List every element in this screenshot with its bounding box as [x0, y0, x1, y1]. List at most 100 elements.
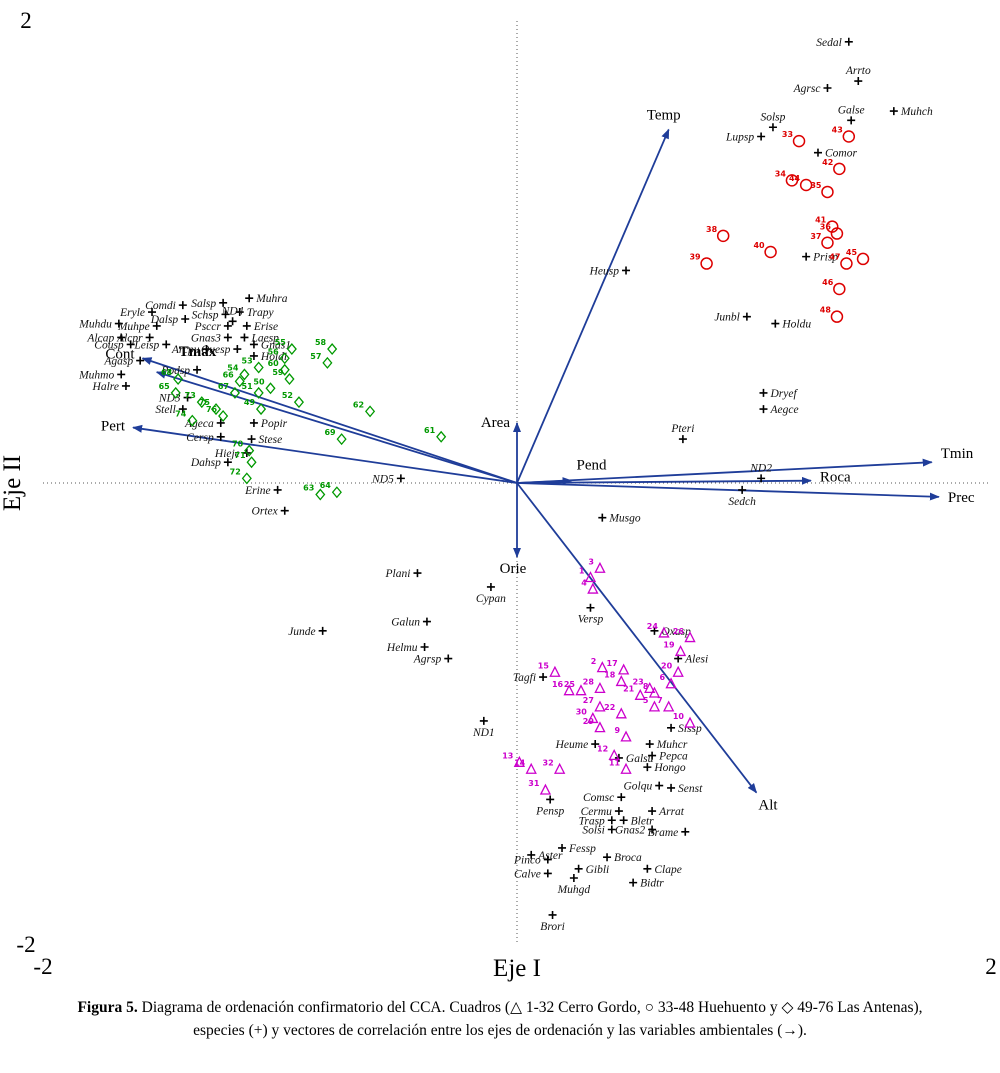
las-antenas-site-58: 58 — [315, 338, 338, 356]
las-antenas-site-63: 63 — [303, 484, 326, 501]
triangle-marker — [594, 561, 606, 573]
diamond-marker — [239, 368, 250, 381]
cerro-gordo-site-22: 22 — [604, 703, 627, 719]
plus-marker — [413, 569, 422, 578]
site-number: 67 — [218, 382, 229, 391]
triangle-marker — [617, 663, 630, 675]
species-agrsp: Agrsp — [413, 654, 453, 666]
species-fessp: Fessp — [558, 843, 596, 855]
site-number: 42 — [822, 158, 833, 167]
diamond-marker — [244, 444, 255, 457]
site-number: 25 — [564, 680, 576, 689]
species-label: Quesp — [201, 344, 231, 356]
site-number: 8 — [643, 682, 649, 691]
species-heume: Heume — [555, 739, 600, 751]
site-number: 32 — [543, 758, 554, 767]
species-nd3: ND3 — [158, 393, 192, 405]
las-antenas-site-53: 53 — [242, 357, 264, 374]
cerro-gordo-site-7: 7 — [657, 696, 675, 712]
cerro-gordo-site-16: 16 — [552, 680, 575, 696]
las-antenas-site-76: 76 — [206, 405, 229, 423]
plus-marker — [617, 793, 626, 802]
cerro-gordo-site-14: 14 — [514, 758, 537, 774]
species-label: Muhch — [900, 106, 933, 118]
plus-marker — [242, 321, 251, 330]
site-number: 62 — [353, 400, 364, 409]
triangle-marker — [674, 645, 687, 657]
las-antenas-site-51: 51 — [242, 382, 264, 399]
plus-marker — [854, 77, 863, 86]
diamond-marker — [234, 375, 245, 388]
species-label: Pensp — [535, 805, 564, 817]
species-label: Gnas1 — [261, 339, 291, 351]
species-label: Aegce — [769, 404, 798, 416]
huehuento-site-37: 37 — [810, 232, 834, 250]
plus-marker — [223, 458, 232, 467]
cerro-gordo-site-26: 26 — [673, 627, 696, 643]
figure-label: Figura 5. — [77, 999, 138, 1016]
diamond-marker — [170, 386, 181, 399]
species-dalsp: Dalsp — [150, 314, 190, 326]
species-bidtr: Bidtr — [629, 878, 664, 890]
site-number: 31 — [528, 779, 540, 788]
species-label: Muhpe — [117, 321, 150, 333]
species-label: Cersp — [186, 432, 214, 444]
y-tick-label: 2 — [20, 8, 32, 33]
species-label: Musgo — [608, 513, 641, 525]
plus-marker — [607, 825, 616, 834]
x-tick-label: 2 — [985, 954, 997, 979]
site-number: 43 — [832, 126, 843, 135]
plus-marker — [114, 319, 123, 328]
species-label: Plani — [385, 568, 411, 580]
species-label: Fessp — [568, 843, 596, 855]
diamond-marker — [210, 403, 222, 416]
circle-marker — [833, 162, 846, 176]
plus-marker — [844, 37, 853, 46]
plus-marker — [216, 418, 225, 427]
species-cypan: Cypan — [476, 582, 506, 605]
site-number: 11 — [609, 758, 621, 767]
species-laesp: Laesp — [240, 332, 279, 344]
species-label: Podsp — [160, 365, 190, 377]
species-heusp: Heusp — [589, 265, 631, 277]
species-pensp: Pensp — [535, 795, 564, 817]
species-brame: Brame — [648, 827, 690, 839]
plus-marker — [574, 864, 583, 873]
env-vector-alt — [516, 482, 758, 794]
plus-marker — [148, 308, 157, 317]
species-solsi: Solsi — [582, 825, 616, 837]
circle-marker — [840, 257, 853, 270]
species-label: Dahsp — [190, 457, 221, 469]
plus-marker — [813, 148, 822, 157]
species-galun: Galun — [391, 617, 431, 629]
triangle-marker — [615, 675, 627, 687]
triangle-marker — [672, 665, 684, 677]
species-label: Muhra — [255, 293, 288, 305]
diamond-marker — [229, 386, 241, 399]
site-number: 7 — [657, 696, 663, 705]
plus-marker — [759, 405, 768, 414]
species-arrto: Arrto — [845, 65, 871, 86]
species-sedal: Sedal — [816, 37, 853, 49]
species-label: Stell — [155, 404, 175, 416]
env-vector-tmax — [155, 370, 518, 484]
site-number: 68 — [161, 368, 173, 377]
site-number: 60 — [268, 359, 280, 368]
site-number: 20 — [661, 661, 673, 670]
diamond-marker — [255, 403, 267, 416]
site-number: 76 — [206, 405, 218, 414]
site-number: 13 — [502, 752, 513, 761]
species-label: Arrto — [845, 65, 871, 77]
env-vector-temp — [516, 128, 670, 484]
species-label: Alcpr — [116, 332, 143, 344]
site-number: 1 — [579, 567, 585, 576]
figure-caption: Figura 5. Diagrama de ordenación confirm… — [0, 992, 1000, 1043]
circle-marker — [821, 185, 834, 199]
species-agasp: Agasp — [103, 356, 145, 368]
huehuento-site-43: 43 — [832, 126, 856, 143]
species-broca: Broca — [603, 852, 642, 864]
site-number: 34 — [775, 169, 787, 178]
triangle-marker — [513, 755, 526, 767]
species-pteri: Pteri — [670, 423, 694, 444]
circle-marker — [799, 178, 813, 192]
